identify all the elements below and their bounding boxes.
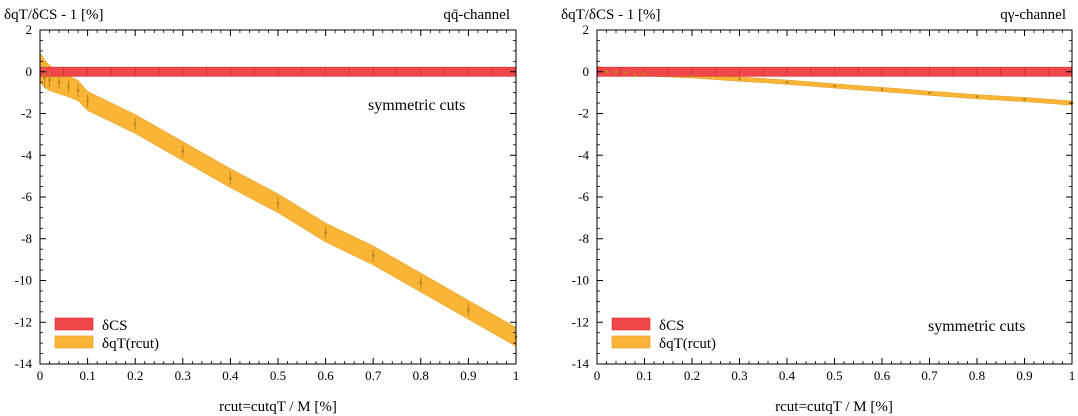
y-tick-label: -10 <box>15 273 32 288</box>
x-tick-label: 0.6 <box>317 368 334 383</box>
y-tick-label: -8 <box>578 231 589 246</box>
x-tick-label: 0.4 <box>779 368 796 383</box>
data-point <box>880 88 884 91</box>
y-tick-label: -6 <box>578 189 589 204</box>
data-point <box>48 78 51 82</box>
data-point <box>833 84 836 88</box>
y-tick-label: 0 <box>26 64 33 79</box>
annotation: symmetric cuts <box>368 97 465 114</box>
legend-swatch-qt <box>54 335 94 349</box>
y-tick-label: 2 <box>26 22 33 37</box>
data-point <box>43 76 47 80</box>
channel-label: qq̄-channel <box>443 7 510 23</box>
x-tick-label: 0.5 <box>826 368 842 383</box>
data-point <box>1023 98 1026 101</box>
x-tick-label: 0.5 <box>270 368 286 383</box>
data-point <box>690 74 694 78</box>
annotation: symmetric cuts <box>928 318 1025 335</box>
legend-label-cs: δCS <box>659 318 684 334</box>
x-tick-label: 0.2 <box>127 368 143 383</box>
legend-swatch-cs <box>611 317 651 331</box>
data-point <box>133 122 137 126</box>
chart-panel-qgamma: 0 0.1 0.2 0.3 0.4 0.5 0.6 0.7 0.8 0.9 1 2 0 -2 -4 -6 -8 -… <box>561 7 1075 415</box>
data-point <box>785 80 789 84</box>
x-tick-label: 1 <box>513 368 520 383</box>
x-tick-label: 0.1 <box>636 368 652 383</box>
data-point <box>975 95 979 99</box>
y-tick-label: -4 <box>578 147 589 162</box>
data-point <box>57 80 61 84</box>
x-tick-label: 0.6 <box>874 368 891 383</box>
y-tick-label: -14 <box>572 356 590 371</box>
y-tick-label: -14 <box>15 356 33 371</box>
x-tick-label: 0.7 <box>365 368 382 383</box>
x-tick-label: 0.8 <box>969 368 985 383</box>
chart-panel-qqbar: 0 0.1 0.2 0.3 0.4 0.5 0.6 0.7 0.8 0.9 1 2 0 -2 -4 -6 -8 -… <box>4 7 519 415</box>
x-tick-label: 0.3 <box>731 368 747 383</box>
data-point <box>633 73 637 77</box>
x-tick-label: 0.1 <box>79 368 95 383</box>
x-tick-label: 1 <box>1069 368 1076 383</box>
legend: δCS δqT(rcut) <box>54 317 159 352</box>
x-tick-label: 0.8 <box>413 368 429 383</box>
y-axis-label: δqT/δCS - 1 [%] <box>561 7 661 23</box>
data-point <box>624 71 627 75</box>
x-tick-label: 0.7 <box>921 368 938 383</box>
x-tick-label: 0.2 <box>684 368 700 383</box>
y-tick-label: -12 <box>15 314 32 329</box>
y-tick-label: 0 <box>583 64 590 79</box>
y-tick-label: 2 <box>583 22 590 37</box>
y-tick-label: -6 <box>21 189 32 204</box>
legend-label-qt: δqT(rcut) <box>102 336 159 352</box>
data-point <box>738 77 741 81</box>
legend-label-cs: δCS <box>102 318 127 334</box>
data-point <box>643 72 646 76</box>
data-point <box>928 91 931 95</box>
y-tick-label: -4 <box>21 147 32 162</box>
data-point <box>419 281 423 284</box>
data-point <box>605 70 608 74</box>
x-tick-label: 0.9 <box>460 368 476 383</box>
y-axis-label: δqT/δCS - 1 [%] <box>4 7 104 23</box>
x-tick-label: 0 <box>594 368 601 383</box>
x-axis-label: rcut=cutqT / M [%] <box>775 399 893 415</box>
y-tick-label: -2 <box>21 106 32 121</box>
x-tick-label: 0 <box>37 368 44 383</box>
y-tick-label: -8 <box>21 231 32 246</box>
data-point <box>614 70 618 74</box>
x-tick-label: 0.9 <box>1016 368 1032 383</box>
plot-frame <box>596 29 1073 365</box>
legend-label-qt: δqT(rcut) <box>659 336 716 352</box>
x-axis-label: rcut=cutqT / M [%] <box>219 399 337 415</box>
legend-swatch-cs <box>54 317 94 331</box>
data-point <box>181 149 185 153</box>
data-point <box>324 231 327 234</box>
data-point <box>76 89 80 92</box>
data-point <box>67 84 70 88</box>
data-point <box>229 176 232 180</box>
x-tick-label: 0.3 <box>175 368 191 383</box>
data-point <box>276 201 280 205</box>
y-tick-label: -10 <box>572 273 589 288</box>
legend: δCS δqT(rcut) <box>611 317 716 352</box>
data-point <box>467 308 470 312</box>
legend-swatch-qt <box>611 335 651 349</box>
x-tick-label: 0.4 <box>222 368 239 383</box>
data-point <box>86 99 89 103</box>
data-point <box>371 254 375 257</box>
y-tick-label: -2 <box>578 106 589 121</box>
y-tick-label: -12 <box>572 314 589 329</box>
channel-label: qγ-channel <box>1000 7 1066 23</box>
